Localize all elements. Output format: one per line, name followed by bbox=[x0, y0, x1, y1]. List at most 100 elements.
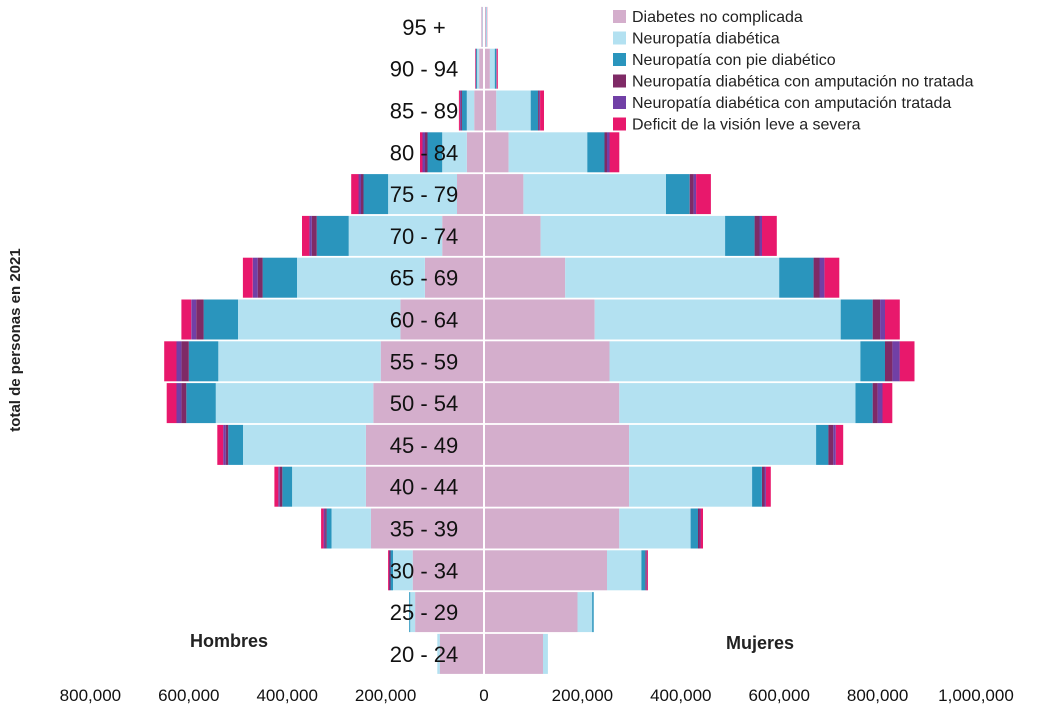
legend-label: Diabetes no complicada bbox=[632, 9, 803, 26]
age-group-labels: 20 - 24 25 - 29 30 - 34 35 - 39 40 - 44 45 - … bbox=[390, 15, 459, 667]
age-group-label: 55 - 59 bbox=[390, 349, 459, 374]
bar-female-s4-6 bbox=[877, 383, 883, 424]
bar-female-s1-10 bbox=[540, 215, 726, 256]
bar-female-s0-6 bbox=[484, 383, 620, 424]
bar-male-s4-12 bbox=[422, 132, 425, 173]
bar-female-s0-2 bbox=[484, 550, 607, 591]
bar-female-s4-8 bbox=[880, 299, 885, 340]
bar-female-s2-1 bbox=[592, 592, 594, 633]
bar-male-s4-11 bbox=[358, 174, 361, 215]
bar-female-s1-7 bbox=[609, 341, 861, 382]
x-tick-label: 800,000 bbox=[847, 686, 908, 705]
legend-swatch bbox=[613, 53, 626, 66]
bar-female-s0-9 bbox=[484, 257, 566, 298]
bar-female-s2-13 bbox=[530, 90, 539, 131]
bar-male-s3-2 bbox=[389, 550, 391, 591]
bar-male-s4-4 bbox=[278, 466, 280, 507]
bar-male-s0-5 bbox=[365, 424, 484, 465]
bar-female-s5-13 bbox=[540, 90, 544, 131]
age-group-label: 30 - 34 bbox=[390, 558, 459, 583]
bar-male-s1-12 bbox=[442, 132, 467, 173]
bar-male-s2-2 bbox=[390, 550, 393, 591]
x-tick-label: 400,000 bbox=[256, 686, 317, 705]
bar-female-s1-0 bbox=[543, 633, 548, 674]
bar-female-s2-5 bbox=[816, 424, 829, 465]
bar-male-s3-7 bbox=[181, 341, 189, 382]
x-tick-label: 600,000 bbox=[748, 686, 809, 705]
age-group-label: 20 - 24 bbox=[390, 642, 459, 667]
x-tick-label: 400,000 bbox=[650, 686, 711, 705]
bar-male-s2-9 bbox=[262, 257, 297, 298]
bar-female-s3-4 bbox=[762, 466, 765, 507]
bar-male-s0-14 bbox=[479, 48, 484, 89]
legend-label: Neuropatía diabética bbox=[632, 31, 780, 48]
bar-male-s5-4 bbox=[274, 466, 279, 507]
bar-female-s4-3 bbox=[699, 508, 701, 549]
bar-female-s5-5 bbox=[835, 424, 844, 465]
bar-male-s5-9 bbox=[242, 257, 253, 298]
bar-male-s1-3 bbox=[331, 508, 371, 549]
bar-male-s1-4 bbox=[292, 466, 366, 507]
bar-male-s1-6 bbox=[215, 383, 374, 424]
bar-female-s0-14 bbox=[484, 48, 490, 89]
bar-female-s1-1 bbox=[577, 592, 593, 633]
bar-male-s2-14 bbox=[476, 48, 478, 89]
side-label-left: Hombres bbox=[190, 631, 268, 651]
x-tick-label: 200,000 bbox=[552, 686, 613, 705]
bar-female-s2-2 bbox=[641, 550, 646, 591]
bar-female-s1-8 bbox=[594, 299, 841, 340]
bar-male-s4-8 bbox=[191, 299, 197, 340]
x-axis-tick-labels: 800,000 600,000 400,000 200,000 0 200,000 400,… bbox=[60, 686, 1014, 705]
bar-male-s1-13 bbox=[466, 90, 475, 131]
bar-male-s5-7 bbox=[164, 341, 177, 382]
age-group-label: 90 - 94 bbox=[390, 57, 459, 82]
bar-female-s2-11 bbox=[666, 174, 690, 215]
bar-male-s1-5 bbox=[242, 424, 366, 465]
bar-female-s3-11 bbox=[689, 174, 694, 215]
bar-female-s5-2 bbox=[646, 550, 648, 591]
bar-male-s1-11 bbox=[388, 174, 457, 215]
bar-male-s0-12 bbox=[466, 132, 484, 173]
bar-female-s5-10 bbox=[762, 215, 777, 256]
bar-female-s0-3 bbox=[484, 508, 620, 549]
x-tick-label: 1,000,000 bbox=[938, 686, 1014, 705]
age-group-label: 45 - 49 bbox=[390, 433, 459, 458]
bar-female-s0-12 bbox=[484, 132, 509, 173]
bar-female-s0-4 bbox=[484, 466, 630, 507]
bar-male-s3-13 bbox=[460, 90, 462, 131]
bar-female-s4-5 bbox=[833, 424, 836, 465]
bar-male-s4-6 bbox=[176, 383, 182, 424]
bar-female-s2-9 bbox=[779, 257, 814, 298]
bar-female-s0-1 bbox=[484, 592, 578, 633]
bar-male-s2-13 bbox=[461, 90, 467, 131]
bar-female-s2-6 bbox=[855, 383, 873, 424]
bar-male-s1-0 bbox=[437, 633, 440, 674]
bar-female-s5-8 bbox=[885, 299, 900, 340]
bar-female-s3-6 bbox=[872, 383, 878, 424]
bar-female-s1-9 bbox=[565, 257, 780, 298]
bar-male-s5-2 bbox=[388, 550, 390, 591]
bar-female-s3-12 bbox=[604, 132, 607, 173]
bar-female-s2-10 bbox=[725, 215, 755, 256]
bar-male-s4-13 bbox=[459, 90, 461, 131]
bar-male-s2-1 bbox=[409, 592, 411, 633]
bar-female-s4-11 bbox=[693, 174, 697, 215]
bar-female-s3-5 bbox=[828, 424, 834, 465]
bar-female-s0-11 bbox=[484, 174, 524, 215]
age-group-label: 80 - 84 bbox=[390, 140, 459, 165]
side-label-right: Mujeres bbox=[726, 633, 794, 653]
bar-male-s1-15 bbox=[482, 6, 483, 47]
bar-female-s3-3 bbox=[698, 508, 700, 549]
bar-female-s4-10 bbox=[759, 215, 762, 256]
legend-swatch bbox=[613, 31, 626, 45]
bar-female-s4-13 bbox=[539, 90, 541, 131]
bar-female-s2-3 bbox=[690, 508, 698, 549]
bar-female-s4-2 bbox=[646, 550, 647, 591]
bar-male-s3-10 bbox=[311, 215, 317, 256]
bar-male-s2-12 bbox=[427, 132, 443, 173]
bar-male-s5-6 bbox=[166, 383, 177, 424]
bar-female-s3-9 bbox=[813, 257, 820, 298]
bar-male-s5-12 bbox=[420, 132, 423, 173]
bar-male-s0-2 bbox=[412, 550, 484, 591]
